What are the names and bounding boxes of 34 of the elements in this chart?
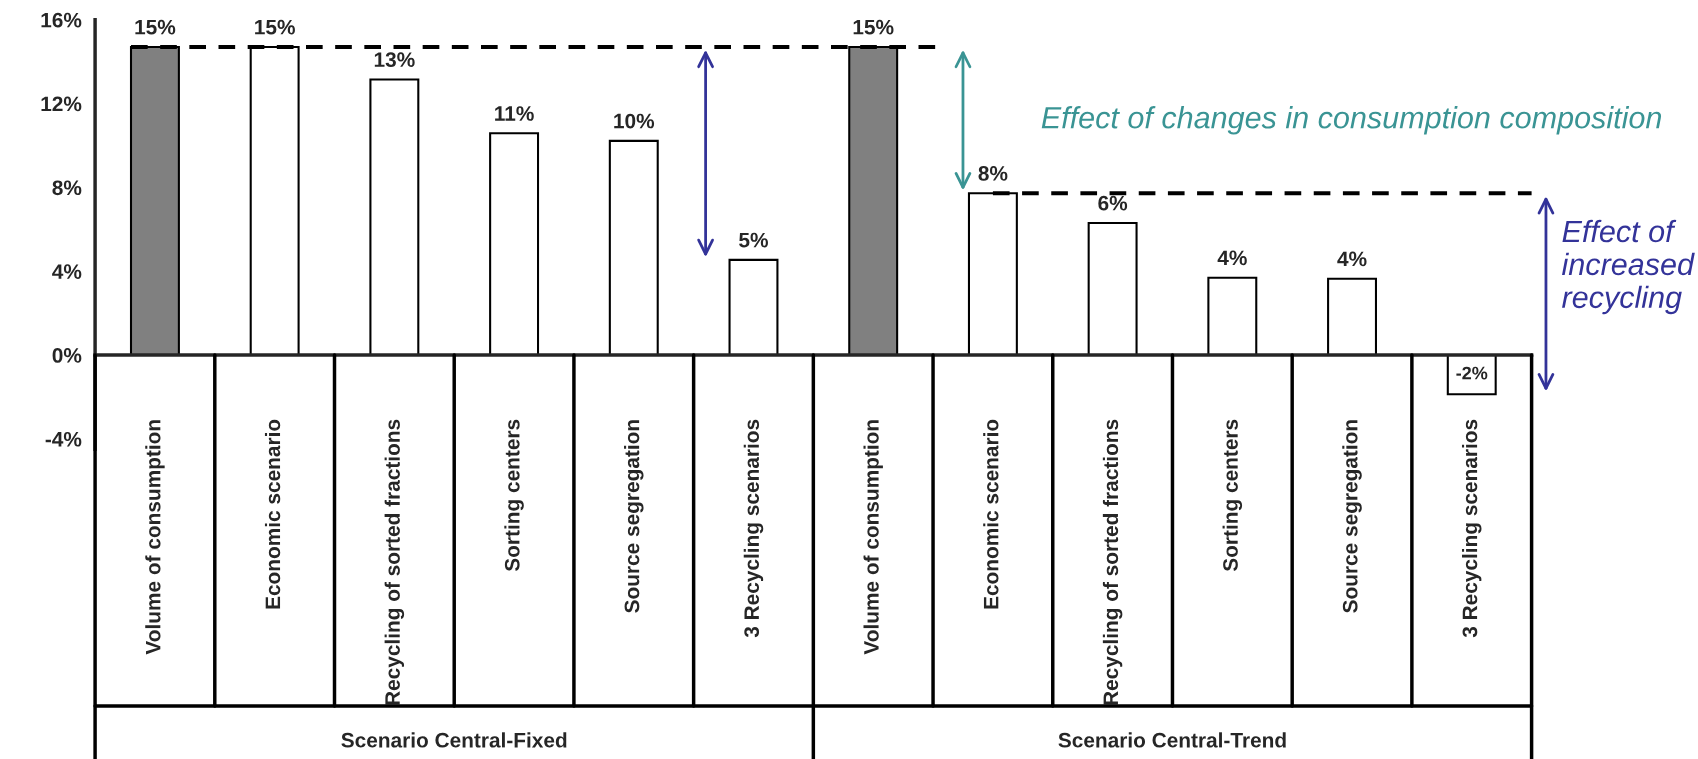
x-tick-label: Recycling of sorted fractions [1102,419,1123,705]
y-tick-label: 8% [52,180,82,196]
data-label: 6% [1098,195,1128,211]
y-tick-label: 12% [41,96,82,112]
data-label: 15% [853,19,894,35]
data-label: 10% [614,113,655,129]
y-tick-label: 16% [41,12,82,28]
data-label: 15% [255,19,295,35]
y-tick-label: 0% [52,348,82,363]
x-tick-label: Source segregation [624,420,644,613]
text: Scenario Central-Trend [1058,732,1286,748]
x-tick-label: 3 Recycling scenarios [743,419,764,638]
x-tick-label: Volume of consumption [145,420,165,655]
text: Scenario Central-Fixed [341,732,567,748]
data-label: 4% [1217,250,1247,266]
x-tick-label: Sorting centers [504,419,524,572]
x-tick-label: Volume of consumption [863,420,883,655]
x-tick-label: Source segregation [1342,420,1362,613]
data-label: 11% [495,106,534,121]
data-label: 13% [374,52,415,68]
annotation: Effect of changes in consumption composition [1041,106,1662,135]
x-tick-label: 3 Recycling scenarios [1461,419,1482,638]
data-label: 8% [978,166,1008,181]
data-label: 5% [739,232,768,248]
x-tick-label: Economic scenario [983,419,999,609]
data-label: -2% [1456,366,1488,380]
y-tick-label: -4% [45,431,82,447]
x-tick-label: Recycling of sorted fractions [384,419,405,705]
data-label: 15% [135,19,176,35]
data-label: 4% [1337,251,1367,267]
x-tick-label: Sorting centers [1222,419,1243,572]
text: Effect of increased recycling [1562,219,1695,315]
y-tick-label: 4% [52,264,82,279]
x-tick-label: Economic scenario [264,419,281,609]
